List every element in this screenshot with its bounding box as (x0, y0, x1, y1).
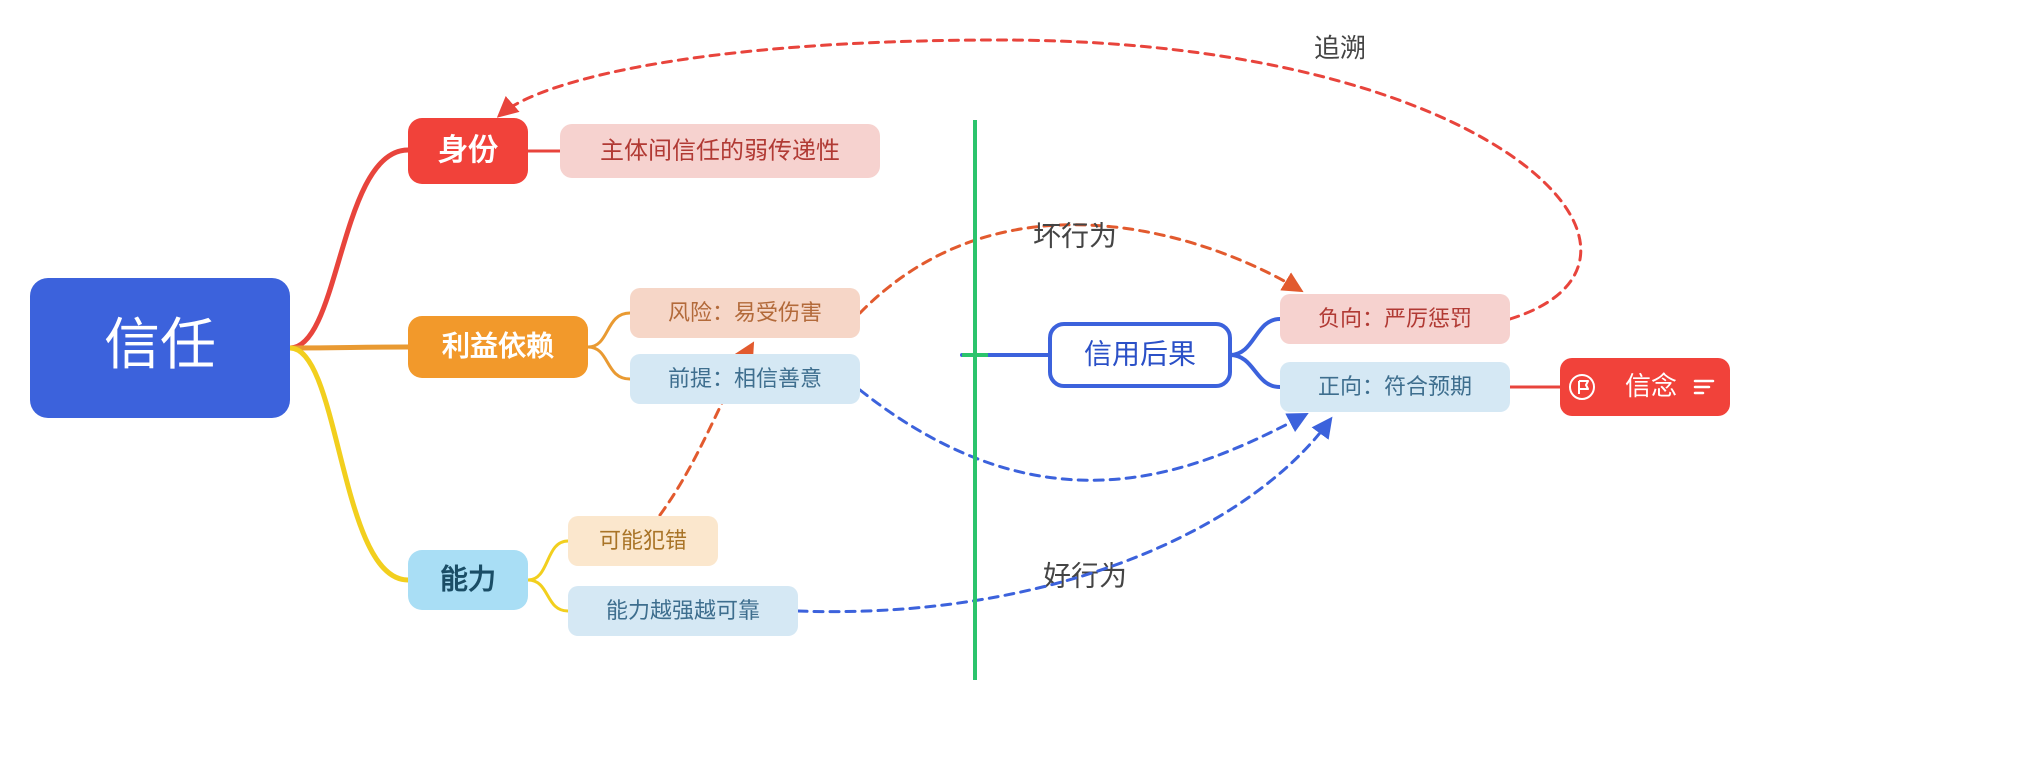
node-identity_note: 主体间信任的弱传递性 (560, 124, 880, 178)
node-label-risk: 风险：易受伤害 (668, 300, 822, 325)
node-label-belief: 信念 (1625, 371, 1677, 401)
node-label-root: 信任 (104, 313, 216, 376)
edge-label-bad-behavior: 坏行为 (1033, 220, 1117, 251)
edge-ability-reliable (528, 580, 568, 611)
node-interest: 利益依赖 (408, 316, 588, 378)
edge-consequence-positive (1230, 355, 1280, 387)
node-label-consequence: 信用后果 (1084, 338, 1196, 369)
node-label-identity: 身份 (438, 134, 498, 167)
node-label-negative: 负向：严厉惩罚 (1318, 306, 1472, 331)
node-risk: 风险：易受伤害 (630, 288, 860, 338)
node-label-positive: 正向：符合预期 (1318, 374, 1472, 399)
trust-diagram: 追溯坏行为好行为信任身份主体间信任的弱传递性利益依赖风险：易受伤害前提：相信善意… (0, 0, 2040, 777)
node-premise: 前提：相信善意 (630, 354, 860, 404)
node-belief: 信念 (1560, 358, 1730, 416)
node-reliable: 能力越强越可靠 (568, 586, 798, 636)
edge-consequence-negative (1230, 319, 1280, 355)
dashed-good-behavior-premise (860, 390, 1305, 480)
dashed-trace-back (500, 40, 1581, 319)
node-root: 信任 (30, 278, 290, 418)
node-label-premise: 前提：相信善意 (668, 366, 822, 391)
edge-root-identity (290, 150, 408, 348)
nodes: 信任 身份 主体间信任的弱传递性利益依赖 风险：易受伤害前提：相信善意能力 可能犯错能力… (30, 118, 1730, 636)
node-consequence: 信用后果 (1050, 324, 1230, 386)
node-label-interest: 利益依赖 (442, 330, 554, 361)
node-label-identity_note: 主体间信任的弱传递性 (600, 137, 840, 164)
edge-interest-premise (588, 347, 630, 379)
node-label-reliable: 能力越强越可靠 (606, 598, 760, 623)
node-negative: 负向：严厉惩罚 (1280, 294, 1510, 344)
node-may_error: 可能犯错 (568, 516, 718, 566)
edge-root-interest (290, 347, 408, 348)
edge-ability-may_error (528, 541, 568, 580)
edge-interest-risk (588, 313, 630, 347)
node-label-may_error: 可能犯错 (599, 528, 687, 553)
node-identity: 身份 (408, 118, 528, 184)
node-label-ability: 能力 (440, 563, 496, 594)
menu-icon (1692, 377, 1716, 397)
node-ability: 能力 (408, 550, 528, 610)
edge-root-ability (290, 348, 408, 580)
edge-label-trace-back: 追溯 (1314, 33, 1366, 63)
node-positive: 正向：符合预期 (1280, 362, 1510, 412)
